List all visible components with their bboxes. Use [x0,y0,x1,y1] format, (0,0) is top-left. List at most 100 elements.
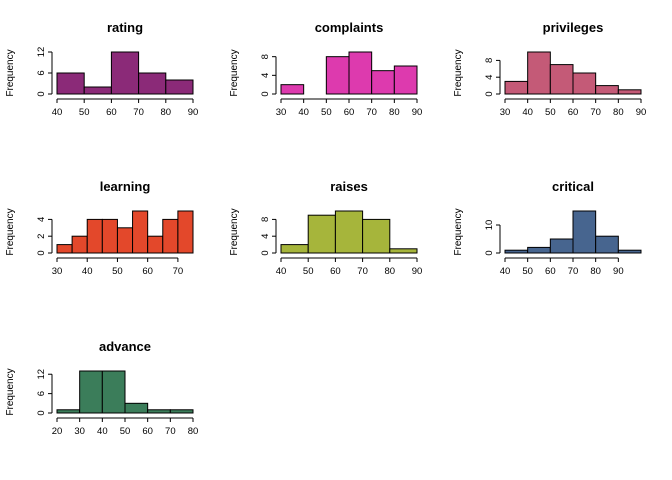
histogram-bar [177,210,194,254]
x-tick-label: 80 [161,107,172,118]
histogram-bar [549,238,574,254]
x-tick-label: 70 [173,266,184,277]
x-tick-label: 40 [82,266,93,277]
y-tick-label: 6 [36,391,47,396]
y-axis-label: Frequency [229,208,240,255]
x-tick-label: 40 [52,107,63,118]
x-tick-label: 90 [188,107,199,118]
histogram-learning: learning 30 40 50 60 70 0 2 4 Frequency [5,179,194,277]
y-axis-label: Frequency [5,49,16,96]
histogram-privileges: privileges 30 40 50 60 70 80 90 0 4 8 Frequency [453,20,646,118]
histogram-bar [307,214,336,254]
histogram-bar [165,79,194,95]
y-tick-label: 12 [36,369,47,380]
y-tick-label: 10 [484,220,495,231]
y-tick-label: 4 [260,73,271,78]
x-tick-label: 90 [412,107,423,118]
histogram-bar [280,84,305,95]
histogram-complaints: complaints 30 40 50 60 70 80 90 0 4 8 Frequency [229,20,422,118]
chart-title: complaints [315,20,384,35]
y-tick-label: 2 [36,234,47,239]
histogram-bar [132,210,149,254]
x-tick-label: 60 [568,107,579,118]
y-axis-label: Frequency [229,49,240,96]
histogram-bar [527,246,551,254]
histogram-bar [101,370,126,414]
x-tick-label: 60 [330,266,341,277]
x-tick-label: 60 [545,266,556,277]
x-tick-label: 30 [500,107,511,118]
chart-title: raises [330,179,368,194]
x-tick-label: 40 [500,266,511,277]
x-tick-label: 70 [366,107,377,118]
histogram-bar [56,72,85,95]
y-tick-label: 12 [36,47,47,58]
histogram-bar [169,409,194,414]
histogram-bar [86,218,103,254]
histogram-bar [325,56,350,95]
x-tick-label: 30 [52,266,63,277]
histogram-bar [101,218,118,254]
x-tick-label: 80 [188,426,199,437]
histogram-bar [362,218,391,254]
chart-title: rating [107,20,143,35]
y-tick-label: 8 [260,217,271,222]
y-axis-label: Frequency [5,368,16,415]
histogram-bar [595,235,619,254]
y-tick-label: 0 [36,250,47,255]
histogram-bar [71,235,88,254]
y-tick-label: 4 [484,75,495,80]
histogram-bar [572,210,597,254]
histogram-raises: raises 40 50 60 70 80 90 0 4 8 Frequency [229,179,422,277]
x-tick-label: 70 [357,266,368,277]
histogram-bar [572,72,597,95]
x-tick-label: 40 [97,426,108,437]
x-tick-label: 40 [522,107,533,118]
x-tick-label: 60 [344,107,355,118]
histogram-bar [116,227,134,254]
histogram-bar [617,249,642,254]
histogram-bar [162,218,179,254]
x-tick-label: 80 [590,266,601,277]
y-tick-label: 0 [36,91,47,96]
x-tick-label: 70 [133,107,144,118]
x-tick-label: 60 [142,426,153,437]
x-tick-label: 60 [106,107,117,118]
histogram-bar [393,65,418,95]
x-tick-label: 30 [276,107,287,118]
histogram-bar [334,210,364,254]
x-tick-label: 90 [412,266,423,277]
histogram-bar [138,72,167,95]
y-tick-label: 0 [260,91,271,96]
histogram-bar [527,51,551,95]
y-tick-label: 0 [260,250,271,255]
y-tick-label: 8 [260,54,271,59]
chart-title: critical [552,179,594,194]
x-tick-label: 90 [613,266,624,277]
y-tick-label: 4 [36,217,47,222]
y-tick-label: 6 [36,70,47,75]
y-tick-label: 0 [484,91,495,96]
y-tick-label: 0 [36,410,47,415]
histogram-bar [147,235,164,254]
x-tick-label: 30 [74,426,85,437]
x-tick-label: 40 [276,266,287,277]
histogram-bar [504,249,529,254]
x-tick-label: 70 [568,266,579,277]
x-tick-label: 90 [636,107,647,118]
y-tick-label: 8 [484,58,495,63]
chart-title: advance [99,339,151,354]
x-tick-label: 50 [545,107,556,118]
x-tick-label: 50 [522,266,533,277]
y-axis-label: Frequency [5,208,16,255]
x-tick-label: 20 [52,426,63,437]
x-tick-label: 80 [613,107,624,118]
histogram-bar [280,244,309,254]
histogram-bar [371,70,395,95]
histogram-bar [110,51,140,95]
x-tick-label: 70 [165,426,176,437]
histogram-advance: advance 20 30 40 50 60 70 80 0 6 12 Frequency [5,339,198,437]
chart-title: learning [100,179,151,194]
histogram-bar [56,409,81,414]
